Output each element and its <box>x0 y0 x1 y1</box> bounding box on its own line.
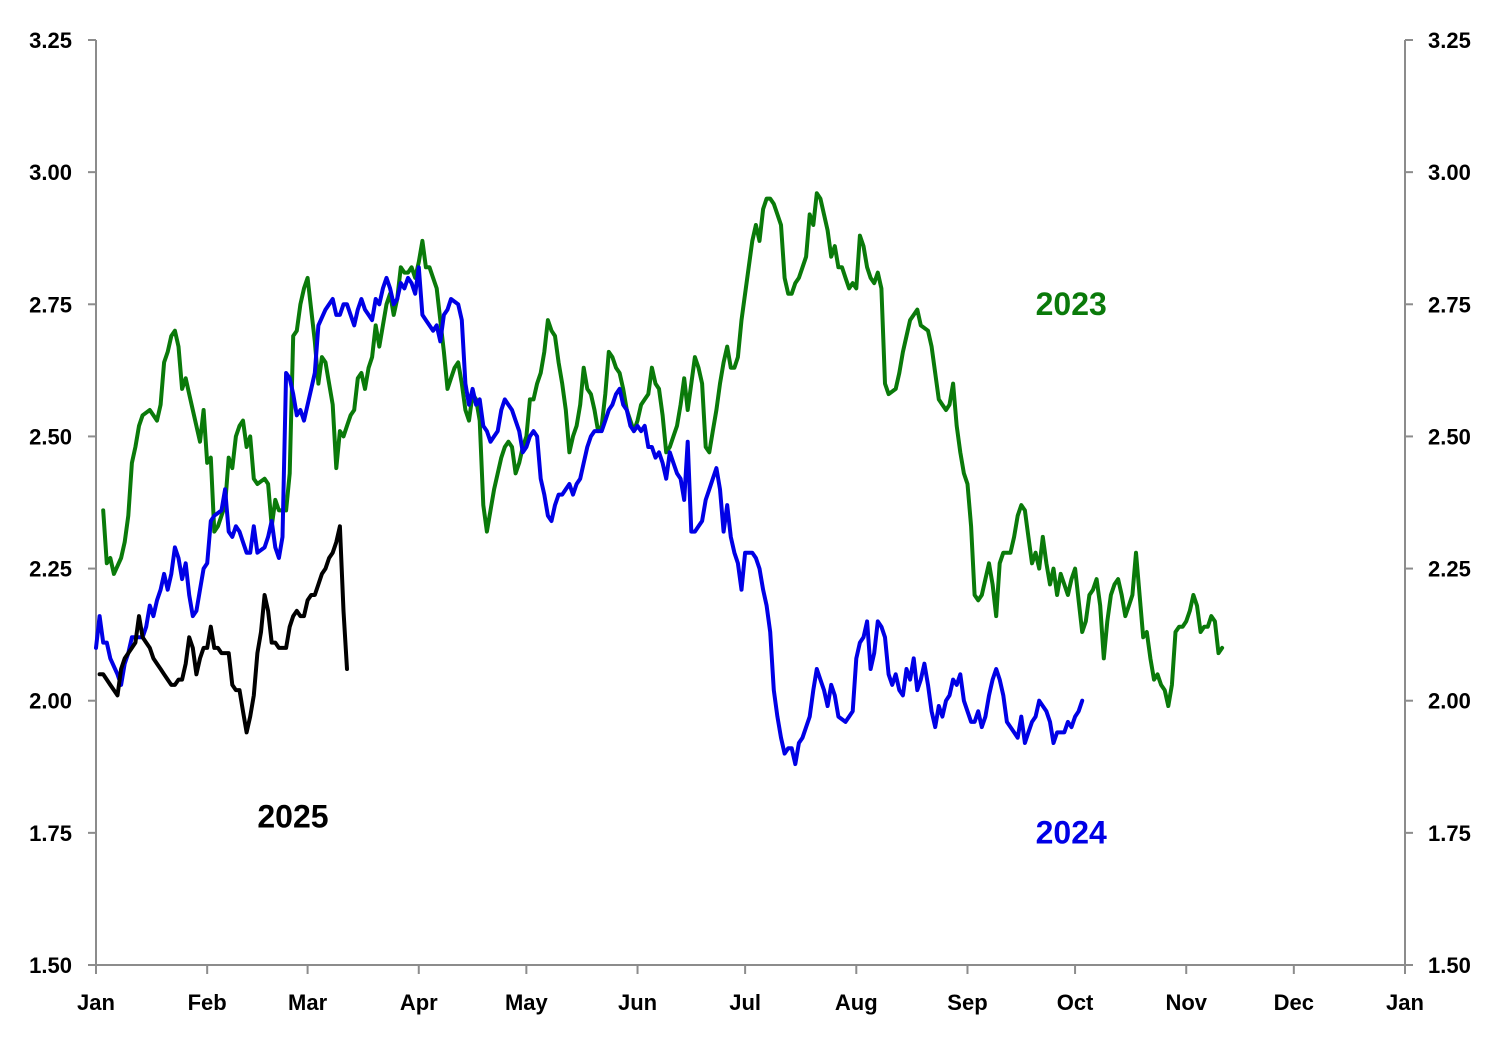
y-right-tick-label: 2.75 <box>1428 292 1471 317</box>
x-tick-label: Apr <box>400 990 438 1015</box>
y-right-tick-label: 3.25 <box>1428 28 1471 53</box>
x-tick-label: Sep <box>947 990 987 1015</box>
x-tick-label: Jan <box>77 990 115 1015</box>
y-right-tick-label: 3.00 <box>1428 160 1471 185</box>
x-tick-label: Jun <box>618 990 657 1015</box>
y-right-tick-label: 2.50 <box>1428 424 1471 449</box>
chart-axes: 1.50 1.50 1.75 1.75 2.00 2.00 2.25 2.25 2.50 2.50… <box>29 28 1471 1015</box>
x-tick-label: May <box>505 990 549 1015</box>
y-left-tick-label: 3.00 <box>29 160 72 185</box>
y-left-tick-label: 2.25 <box>29 557 72 582</box>
series-line-2025 <box>97 524 349 735</box>
y-left-tick-label: 2.50 <box>29 424 72 449</box>
series-label-2025: 2025 <box>257 799 328 835</box>
series-label-2024: 2024 <box>1036 814 1107 850</box>
x-tick-label: Feb <box>188 990 227 1015</box>
y-right-tick-label: 1.75 <box>1428 821 1471 846</box>
x-tick-label: Oct <box>1057 990 1094 1015</box>
x-tick-label: Nov <box>1165 990 1207 1015</box>
chart-series-lines <box>94 191 1225 767</box>
y-right-tick-label: 1.50 <box>1428 953 1471 978</box>
y-left-tick-label: 2.75 <box>29 292 72 317</box>
series-line-2023 <box>101 191 1225 708</box>
y-left-tick-label: 1.50 <box>29 953 72 978</box>
chart-series-labels: 2023 2024 2025 <box>257 286 1107 851</box>
series-line-2024 <box>94 265 1085 767</box>
y-left-tick-label: 1.75 <box>29 821 72 846</box>
y-left-tick-label: 2.00 <box>29 689 72 714</box>
y-right-tick-label: 2.00 <box>1428 689 1471 714</box>
x-tick-label: Mar <box>288 990 328 1015</box>
series-label-2023: 2023 <box>1036 286 1107 322</box>
y-left-tick-label: 3.25 <box>29 28 72 53</box>
x-tick-label: Dec <box>1274 990 1314 1015</box>
x-tick-label: Jul <box>729 990 761 1015</box>
x-tick-label: Aug <box>835 990 878 1015</box>
y-right-tick-label: 2.25 <box>1428 557 1471 582</box>
x-tick-label: Jan <box>1386 990 1424 1015</box>
